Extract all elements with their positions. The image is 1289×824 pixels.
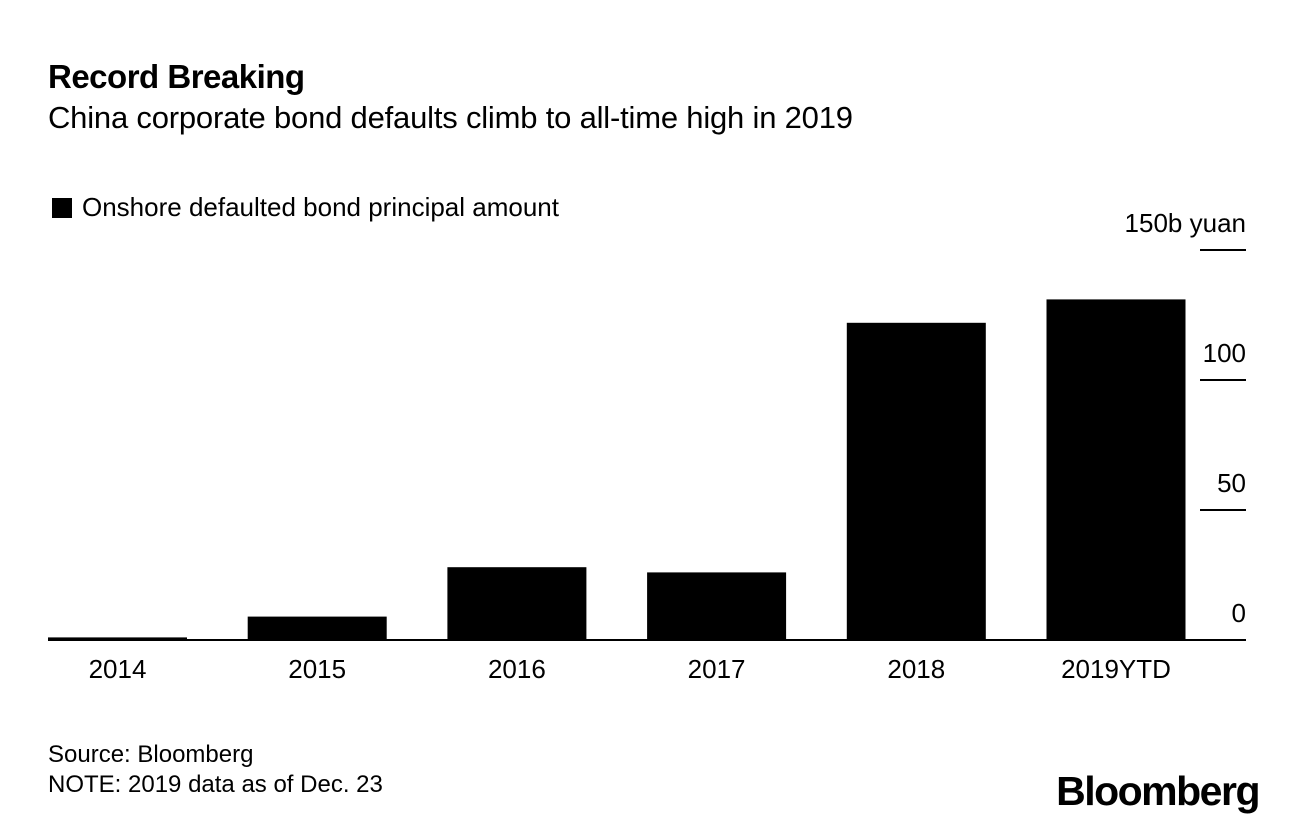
bar-2016 xyxy=(447,567,587,640)
bloomberg-logo: Bloomberg xyxy=(1056,768,1260,814)
legend: Onshore defaulted bond principal amount xyxy=(52,192,559,223)
x-tick-label: 2019YTD xyxy=(1061,654,1171,684)
legend-label: Onshore defaulted bond principal amount xyxy=(82,192,559,222)
x-tick-label: 2017 xyxy=(688,654,746,684)
source-text: Source: Bloomberg xyxy=(48,741,254,768)
chart-subtitle: China corporate bond defaults climb to a… xyxy=(48,100,853,135)
y-tick-label: 50 xyxy=(1217,468,1246,498)
bar-2015 xyxy=(247,616,387,640)
bar-2019ytd xyxy=(1046,299,1186,640)
bar-2017 xyxy=(647,572,787,640)
chart-title: Record Breaking xyxy=(48,58,305,95)
legend-swatch xyxy=(52,197,72,218)
x-tick-label: 2016 xyxy=(488,654,546,684)
source-note: Source: Bloomberg NOTE: 2019 data as of … xyxy=(48,740,383,800)
bar-2014 xyxy=(48,637,187,640)
y-tick-label: 100 xyxy=(1203,338,1246,368)
x-tick-label: 2015 xyxy=(288,654,346,684)
y-tick-label: 0 xyxy=(1232,598,1246,628)
x-tick-label: 2018 xyxy=(887,654,945,684)
bar-2018 xyxy=(846,322,986,640)
note-text: NOTE: 2019 data as of Dec. 23 xyxy=(48,771,383,798)
x-tick-label: 2014 xyxy=(89,654,147,684)
y-tick-label: 150b yuan xyxy=(1125,208,1246,238)
